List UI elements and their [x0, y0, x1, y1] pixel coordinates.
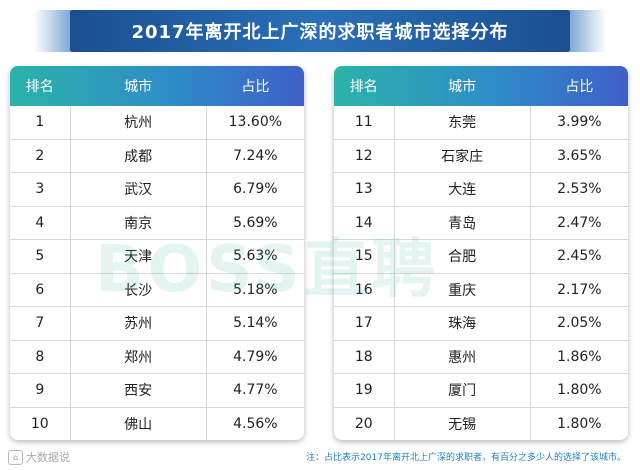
city-cell: 杭州 — [69, 106, 207, 139]
rank-cell: 9 — [35, 382, 45, 399]
share-cell: 1.80% — [557, 382, 602, 399]
rank-cell: 8 — [35, 348, 45, 365]
rank-cell: 3 — [35, 181, 45, 198]
chart-title: 2017年离开北上广深的求职者城市选择分布 — [34, 10, 606, 52]
table-row: 12 石家庄 3.65% — [334, 139, 628, 173]
logo-text: 大数据说 — [26, 451, 70, 464]
share-cell: 4.79% — [233, 348, 278, 365]
header-share: 占比 — [565, 79, 594, 95]
source-logo: ⌂ 大数据说 — [8, 449, 70, 465]
city-cell: 无锡 — [393, 407, 531, 440]
rank-cell: 14 — [354, 214, 373, 231]
share-cell: 5.14% — [233, 315, 278, 332]
city-cell: 南京 — [69, 206, 207, 239]
ranking-table-left: 排名 城市 占比 1 杭州 13.60% 2 成都 7.24% 3 武汉 6.79% 4 南京 5.6… — [10, 66, 304, 440]
table-row: 14 青岛 2.47% — [334, 206, 628, 240]
share-cell: 2.53% — [557, 181, 602, 198]
table-row: 3 武汉 6.79% — [10, 173, 304, 207]
city-cell: 成都 — [69, 139, 207, 172]
share-cell: 2.05% — [557, 315, 602, 332]
table-row: 2 成都 7.24% — [10, 139, 304, 173]
city-cell: 重庆 — [393, 273, 531, 306]
city-cell: 惠州 — [393, 340, 531, 373]
table-body: 1 杭州 13.60% 2 成都 7.24% 3 武汉 6.79% 4 南京 5.69% 5 天津 5.63… — [10, 106, 304, 440]
table-row: 20 无锡 1.80% — [334, 407, 628, 440]
rank-cell: 5 — [35, 248, 45, 265]
share-cell: 2.17% — [557, 281, 602, 298]
table-header: 排名 城市 占比 — [10, 66, 304, 106]
table-row: 10 佛山 4.56% — [10, 407, 304, 440]
city-cell: 青岛 — [393, 206, 531, 239]
share-cell: 5.63% — [233, 248, 278, 265]
table-row: 18 惠州 1.86% — [334, 340, 628, 374]
table-row: 11 东莞 3.99% — [334, 106, 628, 140]
city-cell: 武汉 — [69, 173, 207, 206]
city-cell: 大连 — [393, 173, 531, 206]
rank-cell: 11 — [354, 114, 373, 131]
share-cell: 6.79% — [233, 181, 278, 198]
table-row: 7 苏州 5.14% — [10, 307, 304, 341]
table-row: 9 西安 4.77% — [10, 374, 304, 408]
rank-cell: 1 — [35, 114, 45, 131]
header-city: 城市 — [448, 79, 477, 95]
share-cell: 1.86% — [557, 348, 602, 365]
rank-cell: 17 — [354, 315, 373, 332]
rank-cell: 19 — [354, 382, 373, 399]
ranking-table-right: 排名 城市 占比 11 东莞 3.99% 12 石家庄 3.65% 13 大连 2.53% 14 青… — [334, 66, 628, 440]
share-cell: 4.56% — [233, 415, 278, 432]
rank-cell: 13 — [354, 181, 373, 198]
city-cell: 苏州 — [69, 307, 207, 340]
share-cell: 3.65% — [557, 147, 602, 164]
table-row: 13 大连 2.53% — [334, 173, 628, 207]
table-row: 16 重庆 2.17% — [334, 273, 628, 307]
share-cell: 2.45% — [557, 248, 602, 265]
city-cell: 珠海 — [393, 307, 531, 340]
table-row: 19 厦门 1.80% — [334, 374, 628, 408]
city-cell: 佛山 — [69, 407, 207, 440]
rank-cell: 18 — [354, 348, 373, 365]
share-cell: 2.47% — [557, 214, 602, 231]
rank-cell: 20 — [354, 415, 373, 432]
share-cell: 7.24% — [233, 147, 278, 164]
share-cell: 13.60% — [228, 114, 283, 131]
city-cell: 石家庄 — [393, 139, 531, 172]
city-cell: 西安 — [69, 374, 207, 407]
rank-cell: 12 — [354, 147, 373, 164]
table-row: 6 长沙 5.18% — [10, 273, 304, 307]
rank-cell: 10 — [30, 415, 49, 432]
city-cell: 长沙 — [69, 273, 207, 306]
share-cell: 4.77% — [233, 382, 278, 399]
share-cell: 3.99% — [557, 114, 602, 131]
table-row: 5 天津 5.63% — [10, 240, 304, 274]
logo-icon: ⌂ — [8, 449, 23, 465]
table-row: 8 郑州 4.79% — [10, 340, 304, 374]
header-rank: 排名 — [349, 79, 378, 95]
rank-cell: 16 — [354, 281, 373, 298]
city-cell: 东莞 — [393, 106, 531, 139]
header-rank: 排名 — [25, 79, 54, 95]
share-cell: 5.69% — [233, 214, 278, 231]
header-share: 占比 — [241, 79, 270, 95]
rank-cell: 2 — [35, 147, 45, 164]
rank-cell: 6 — [35, 281, 45, 298]
footnote: 注：占比表示2017年离开北上广深的求职者，有百分之多少人的选择了该城市。 — [306, 453, 626, 463]
city-cell: 合肥 — [393, 240, 531, 273]
table-row: 17 珠海 2.05% — [334, 307, 628, 341]
header-city: 城市 — [124, 79, 153, 95]
share-cell: 1.80% — [557, 415, 602, 432]
share-cell: 5.18% — [233, 281, 278, 298]
city-cell: 天津 — [69, 240, 207, 273]
table-header: 排名 城市 占比 — [334, 66, 628, 106]
rank-cell: 15 — [354, 248, 373, 265]
city-cell: 厦门 — [393, 374, 531, 407]
table-row: 15 合肥 2.45% — [334, 240, 628, 274]
rank-cell: 7 — [35, 315, 45, 332]
table-row: 4 南京 5.69% — [10, 206, 304, 240]
rank-cell: 4 — [35, 214, 45, 231]
table-row: 1 杭州 13.60% — [10, 106, 304, 140]
city-cell: 郑州 — [69, 340, 207, 373]
table-body: 11 东莞 3.99% 12 石家庄 3.65% 13 大连 2.53% 14 青岛 2.47% 15 合… — [334, 106, 628, 440]
